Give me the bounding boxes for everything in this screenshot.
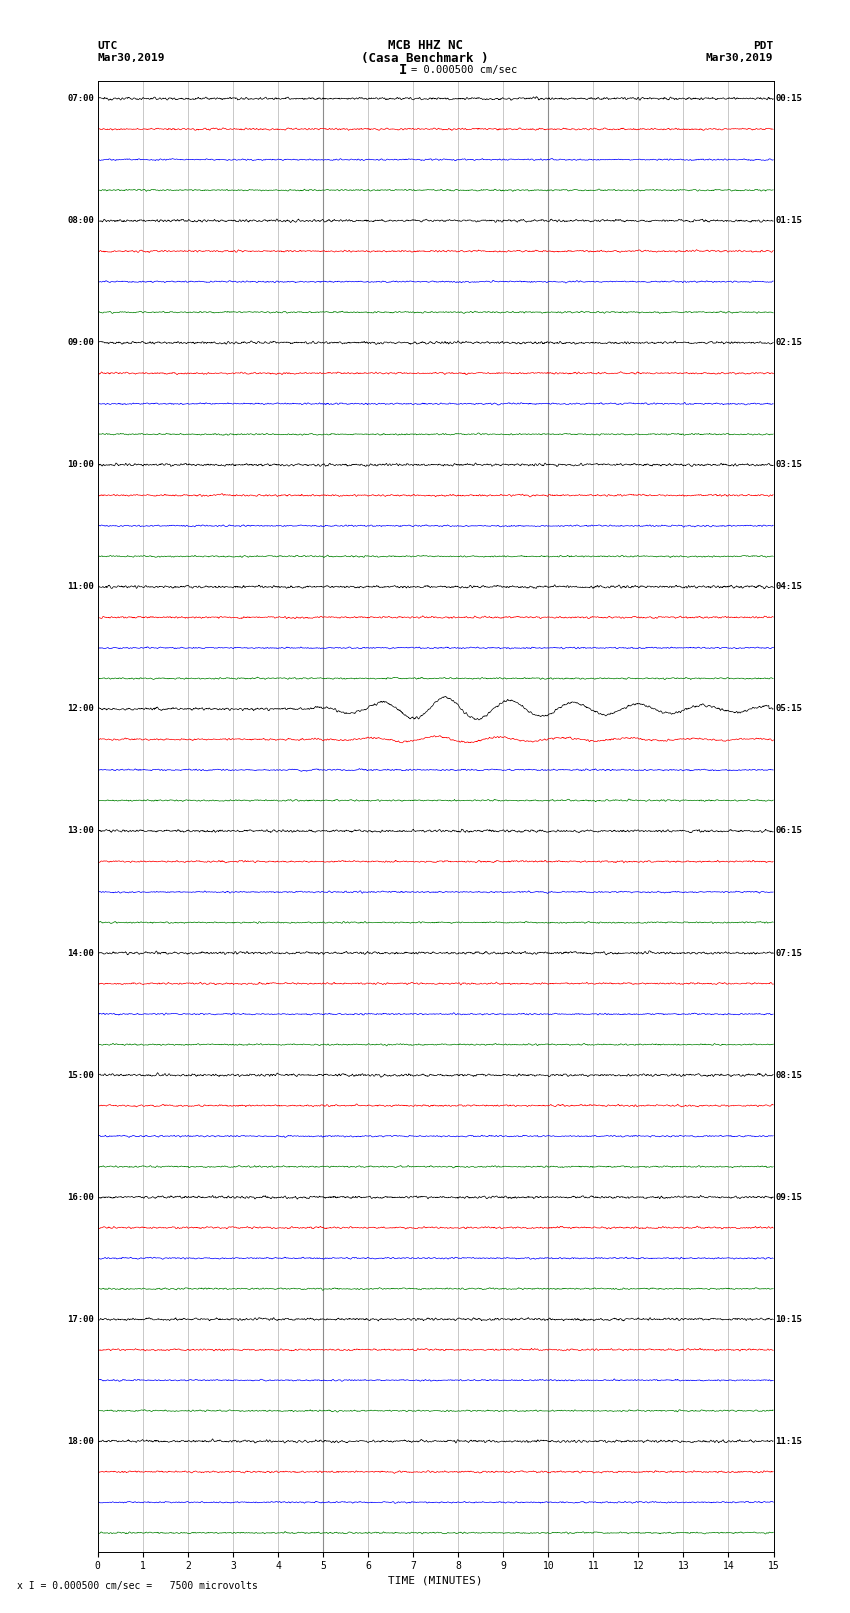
Text: MCB HHZ NC: MCB HHZ NC [388,39,462,53]
Text: 05:15: 05:15 [775,705,802,713]
Text: PDT: PDT [753,40,774,52]
Text: 18:00: 18:00 [67,1437,94,1445]
Text: 02:15: 02:15 [775,339,802,347]
Text: 11:00: 11:00 [67,582,94,592]
Text: 07:15: 07:15 [775,948,802,958]
Text: 16:00: 16:00 [67,1192,94,1202]
Text: UTC: UTC [98,40,118,52]
Text: 11:15: 11:15 [775,1437,802,1445]
Text: = 0.000500 cm/sec: = 0.000500 cm/sec [411,65,518,76]
Text: 06:15: 06:15 [775,826,802,836]
Text: x I = 0.000500 cm/sec =   7500 microvolts: x I = 0.000500 cm/sec = 7500 microvolts [17,1581,258,1590]
Text: 07:00: 07:00 [67,94,94,103]
Text: 14:00: 14:00 [67,948,94,958]
X-axis label: TIME (MINUTES): TIME (MINUTES) [388,1576,483,1586]
Text: 13:00: 13:00 [67,826,94,836]
Text: 09:00: 09:00 [67,339,94,347]
Text: 15:00: 15:00 [67,1071,94,1079]
Text: Mar30,2019: Mar30,2019 [98,53,165,63]
Text: 04:15: 04:15 [775,582,802,592]
Text: 10:15: 10:15 [775,1315,802,1324]
Text: 09:15: 09:15 [775,1192,802,1202]
Text: 03:15: 03:15 [775,460,802,469]
Text: 10:00: 10:00 [67,460,94,469]
Text: 08:15: 08:15 [775,1071,802,1079]
Text: I: I [399,63,407,77]
Text: 12:00: 12:00 [67,705,94,713]
Text: (Casa Benchmark ): (Casa Benchmark ) [361,52,489,65]
Text: Mar30,2019: Mar30,2019 [706,53,774,63]
Text: 01:15: 01:15 [775,216,802,226]
Text: 08:00: 08:00 [67,216,94,226]
Text: 17:00: 17:00 [67,1315,94,1324]
Text: 00:15: 00:15 [775,94,802,103]
